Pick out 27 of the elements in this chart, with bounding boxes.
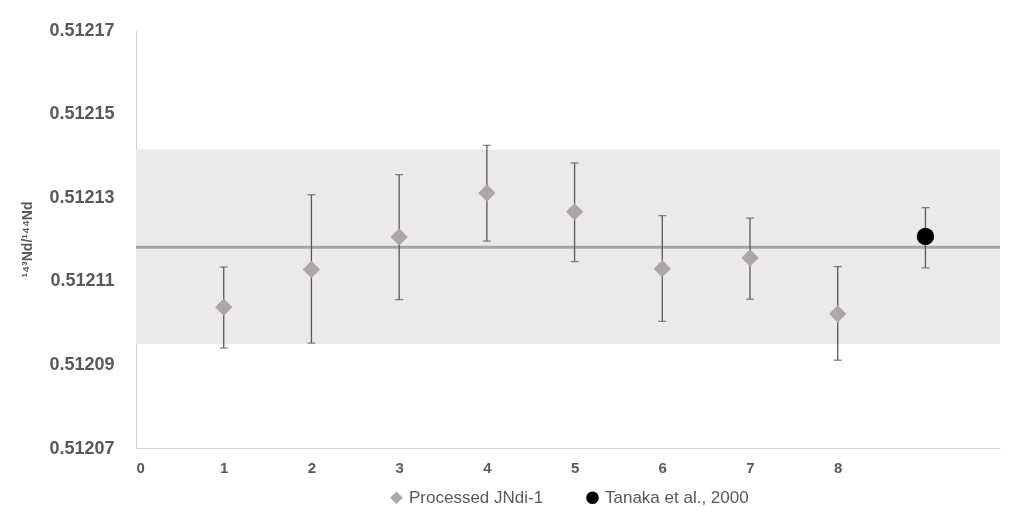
legend-label: Tanaka et al., 2000 xyxy=(605,487,749,507)
point xyxy=(302,260,321,279)
x-tick-label: 4 xyxy=(483,458,493,476)
y-tick-label: 0.51217 xyxy=(49,19,115,40)
point xyxy=(390,228,408,246)
y-tick-label: 0.51211 xyxy=(50,270,115,291)
x-tick-label: 5 xyxy=(570,458,580,476)
y-tick-label: 0.51209 xyxy=(49,353,115,374)
point xyxy=(916,227,935,246)
point xyxy=(478,184,496,202)
x-tick-label: 7 xyxy=(746,458,755,476)
x-tick-label: 2 xyxy=(307,458,317,476)
point xyxy=(565,203,584,221)
x-tick-label: 8 xyxy=(834,458,843,476)
y-tick-label: 0.51215 xyxy=(49,103,115,124)
y-axis-title: ¹⁴³Nd/¹⁴⁴Nd xyxy=(19,201,36,278)
point xyxy=(829,305,847,323)
x-tick-label: 1 xyxy=(220,458,229,476)
point xyxy=(741,249,759,267)
x-tick-label: 3 xyxy=(395,458,404,476)
x-tick-label: 0 xyxy=(136,458,145,476)
x-tick-label: 6 xyxy=(658,458,667,476)
point xyxy=(653,260,671,278)
legend-label: Processed JNdi-1 xyxy=(409,487,544,507)
y-tick-label: 0.51213 xyxy=(49,186,115,207)
point xyxy=(215,298,233,316)
y-tick-label: 0.51207 xyxy=(49,437,115,458)
